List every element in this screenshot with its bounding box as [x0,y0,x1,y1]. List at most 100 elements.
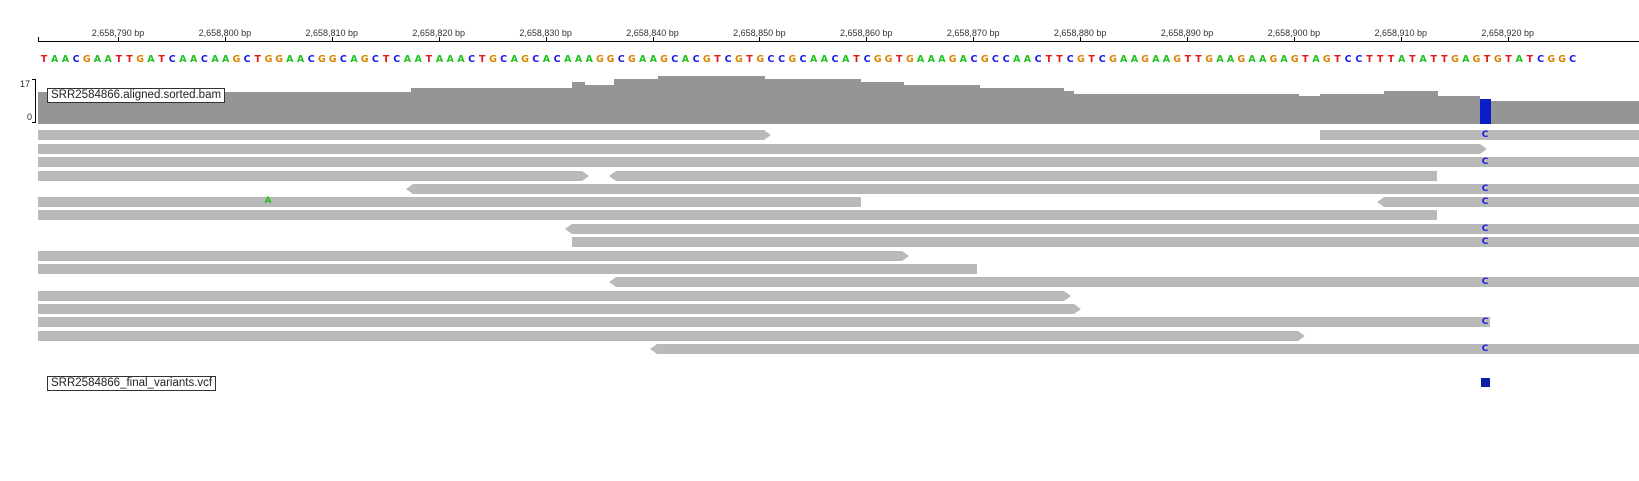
reference-base: A [1462,54,1470,65]
reference-base: G [873,54,882,65]
reference-base: A [1120,54,1128,65]
aligned-read[interactable] [657,344,1639,354]
reference-base: A [1130,54,1139,65]
variant-track-label[interactable]: SRR2584866_final_variants.vcf [47,376,217,391]
aligned-read[interactable] [572,224,1639,234]
ruler-tick [38,37,39,42]
read-strand-arrow [1480,144,1487,154]
reference-base: G [1322,54,1331,65]
reference-base: T [1387,54,1395,65]
aligned-read[interactable] [413,184,1639,194]
reference-base: G [905,54,914,65]
reference-base: A [1515,54,1523,65]
aligned-read[interactable] [38,210,1437,220]
ruler-baseline [38,41,1639,42]
aligned-read[interactable] [38,130,764,140]
reference-base: T [1302,54,1309,65]
reference-base: A [1162,54,1171,65]
aligned-read[interactable] [1384,197,1639,207]
mismatch-base-c[interactable]: C [1481,130,1489,140]
reference-base: T [1526,54,1534,65]
coverage-bar [614,79,658,124]
mismatch-base-c[interactable]: C [1481,157,1489,167]
reference-base: A [638,54,647,65]
reference-base: A [211,54,219,65]
reference-base: C [393,54,401,65]
reference-base: G [595,54,604,65]
mismatch-base-c[interactable]: C [1481,224,1489,234]
aligned-read[interactable] [38,291,1064,301]
reference-base: T [1088,54,1095,65]
variant-marker[interactable] [1481,378,1490,387]
reference-base: A [1419,54,1427,65]
read-strand-arrow [1377,197,1384,207]
reference-base: A [457,54,465,65]
reference-base: G [1173,54,1182,65]
reference-base: T [1045,54,1053,65]
reference-base: G [628,54,636,65]
reference-base: C [200,54,208,65]
mismatch-base-c[interactable]: C [1481,237,1489,247]
reference-base: T [1377,54,1384,65]
reference-base: C [692,54,700,65]
mismatch-base-c[interactable]: C [1481,317,1489,327]
reference-base: A [1397,54,1406,65]
mismatch-base-a[interactable]: A [264,196,272,206]
reference-base: G [980,54,989,65]
aligned-read[interactable] [38,197,861,207]
mismatch-base-c[interactable]: C [1481,344,1489,354]
reference-base: C [339,54,347,65]
aligned-read[interactable] [38,251,902,261]
reference-base: G [606,54,615,65]
reference-base: C [671,54,679,65]
aligned-read[interactable] [38,171,582,181]
reference-base: C [553,54,561,65]
aligned-read[interactable] [38,331,1298,341]
reference-base: A [585,54,593,65]
reference-base: A [542,54,551,65]
aligned-read[interactable] [616,277,1639,287]
aligned-read[interactable] [38,144,1480,154]
reference-base: C [970,54,978,65]
ruler-tick [759,37,761,42]
reference-base: T [1483,54,1491,65]
ruler-position-label: 2,658,880 bp [1053,28,1107,38]
reference-base: T [254,54,262,65]
ruler-position-label: 2,658,820 bp [412,28,465,38]
ruler-position-label: 2,658,870 bp [946,28,1000,38]
reference-base: C [1034,54,1042,65]
aligned-read[interactable] [616,171,1437,181]
read-strand-arrow [1298,331,1305,341]
reference-base: C [991,54,999,65]
reference-base: G [788,54,797,65]
coverage-track-label[interactable]: SRR2584866.aligned.sorted.bam [47,88,226,103]
reference-base: A [927,54,935,65]
reference-base: T [853,54,860,65]
reference-base: G [1141,54,1149,65]
ruler-position-label: 2,658,800 bp [198,28,252,38]
reference-base: A [446,54,454,65]
reference-base: C [1066,54,1074,65]
coverage-bar [572,82,585,124]
reference-base: A [93,54,102,65]
reference-base: A [51,54,59,65]
reference-base: A [1258,54,1267,65]
reference-base: C [1002,54,1010,65]
ruler-position-label: 2,658,890 bp [1160,28,1214,38]
aligned-read[interactable] [38,317,1490,327]
aligned-read[interactable] [38,157,1639,167]
mismatch-base-c[interactable]: C [1481,184,1489,194]
mismatch-base-c[interactable]: C [1481,197,1489,207]
reference-base: G [489,54,497,65]
aligned-read[interactable] [1320,130,1639,140]
reference-base: T [1056,54,1063,65]
reference-base: A [403,54,412,65]
aligned-read[interactable] [38,264,977,274]
reference-base: A [809,54,818,65]
aligned-read[interactable] [572,237,1639,247]
mismatch-base-c[interactable]: C [1481,277,1489,287]
ruler-position-label: 2,658,900 bp [1267,28,1321,38]
ruler-tick [973,37,975,42]
aligned-read[interactable] [38,304,1074,314]
